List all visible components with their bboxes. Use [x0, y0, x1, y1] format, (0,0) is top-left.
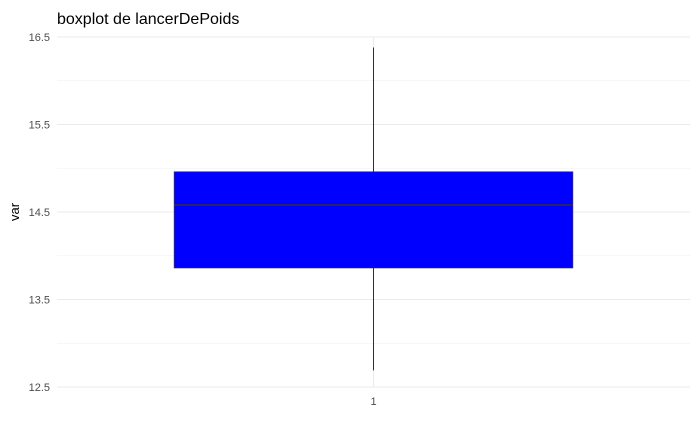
- y-tick-label: 13.5: [29, 295, 50, 307]
- x-tick-label: 1: [370, 396, 376, 408]
- x-tick-labels: 1: [370, 396, 376, 408]
- box: [173, 171, 574, 269]
- y-tick-label: 14.5: [29, 207, 50, 219]
- y-tick-label: 16.5: [29, 32, 50, 44]
- y-axis-label: var: [7, 202, 22, 221]
- y-tick-labels: 12.5 13.5 14.5 15.5 16.5: [29, 32, 50, 394]
- chart-title: boxplot de lancerDePoids: [57, 11, 239, 28]
- y-tick-label: 12.5: [29, 382, 50, 394]
- y-tick-label: 15.5: [29, 120, 50, 132]
- boxes: [173, 47, 574, 371]
